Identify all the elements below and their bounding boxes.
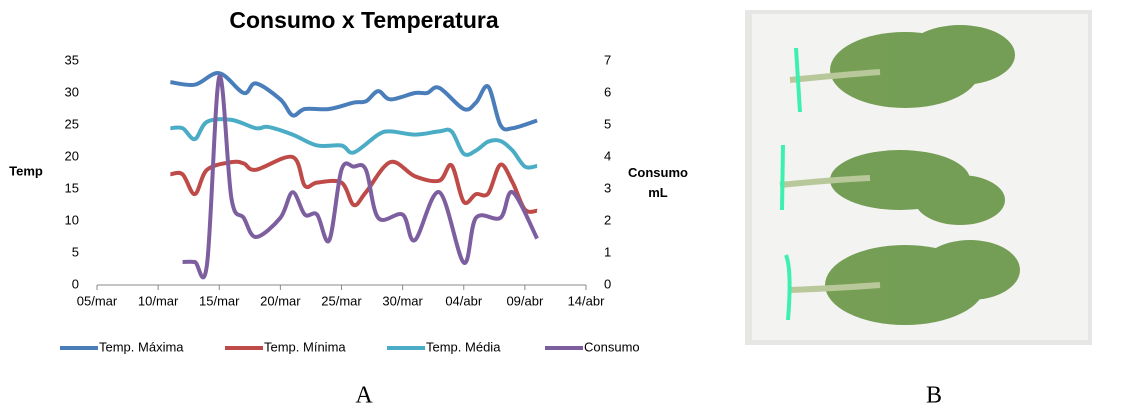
chart-title: Consumo x Temperatura bbox=[229, 7, 498, 33]
legend-label: Temp. Mínima bbox=[264, 339, 346, 354]
x-tick-label: 15/mar bbox=[199, 293, 240, 308]
y2-tick-label: 7 bbox=[604, 52, 611, 67]
legend-label: Temp. Máxima bbox=[99, 339, 184, 354]
panel-label: B bbox=[926, 383, 942, 409]
x-tick-label: 25/mar bbox=[321, 293, 362, 308]
y-tick-label: 35 bbox=[65, 52, 79, 67]
panel-label: A bbox=[355, 383, 373, 409]
y2-tick-label: 4 bbox=[604, 148, 611, 163]
y2-tick-label: 0 bbox=[604, 276, 611, 291]
legend-label: Consumo bbox=[584, 339, 640, 354]
y2-tick-label: 6 bbox=[604, 84, 611, 99]
legend-label: Temp. Média bbox=[426, 339, 501, 354]
y-axis-label: Temp bbox=[9, 163, 43, 178]
x-tick-label: 30/mar bbox=[382, 293, 423, 308]
y2-tick-label: 3 bbox=[604, 180, 611, 195]
y2-tick-label: 5 bbox=[604, 116, 611, 131]
x-tick-label: 20/mar bbox=[260, 293, 301, 308]
y-tick-label: 15 bbox=[65, 180, 79, 195]
y-tick-label: 0 bbox=[72, 276, 79, 291]
y-tick-label: 30 bbox=[65, 84, 79, 99]
y-tick-label: 25 bbox=[65, 116, 79, 131]
y-tick-label: 10 bbox=[65, 212, 79, 227]
y-tick-label: 20 bbox=[65, 148, 79, 163]
figure: Consumo x Temperatura Temp A B 05/mar 10/… bbox=[0, 0, 1127, 411]
x-tick-label: 14/abr bbox=[568, 293, 606, 308]
y2-axis-label: Consumo mL bbox=[618, 163, 698, 203]
y-tick-label: 5 bbox=[72, 244, 79, 259]
x-tick-label: 04/abr bbox=[445, 293, 483, 308]
line-series bbox=[183, 76, 538, 277]
page: Consumo x Temperatura Temp A B 05/mar 10/… bbox=[0, 0, 1127, 411]
photo bbox=[745, 10, 1092, 345]
x-tick-label: 10/mar bbox=[138, 293, 179, 308]
y2-tick-label: 1 bbox=[604, 244, 611, 259]
y2-tick-label: 2 bbox=[604, 212, 611, 227]
x-tick-label: 05/mar bbox=[77, 293, 118, 308]
x-tick-label: 09/abr bbox=[506, 293, 544, 308]
